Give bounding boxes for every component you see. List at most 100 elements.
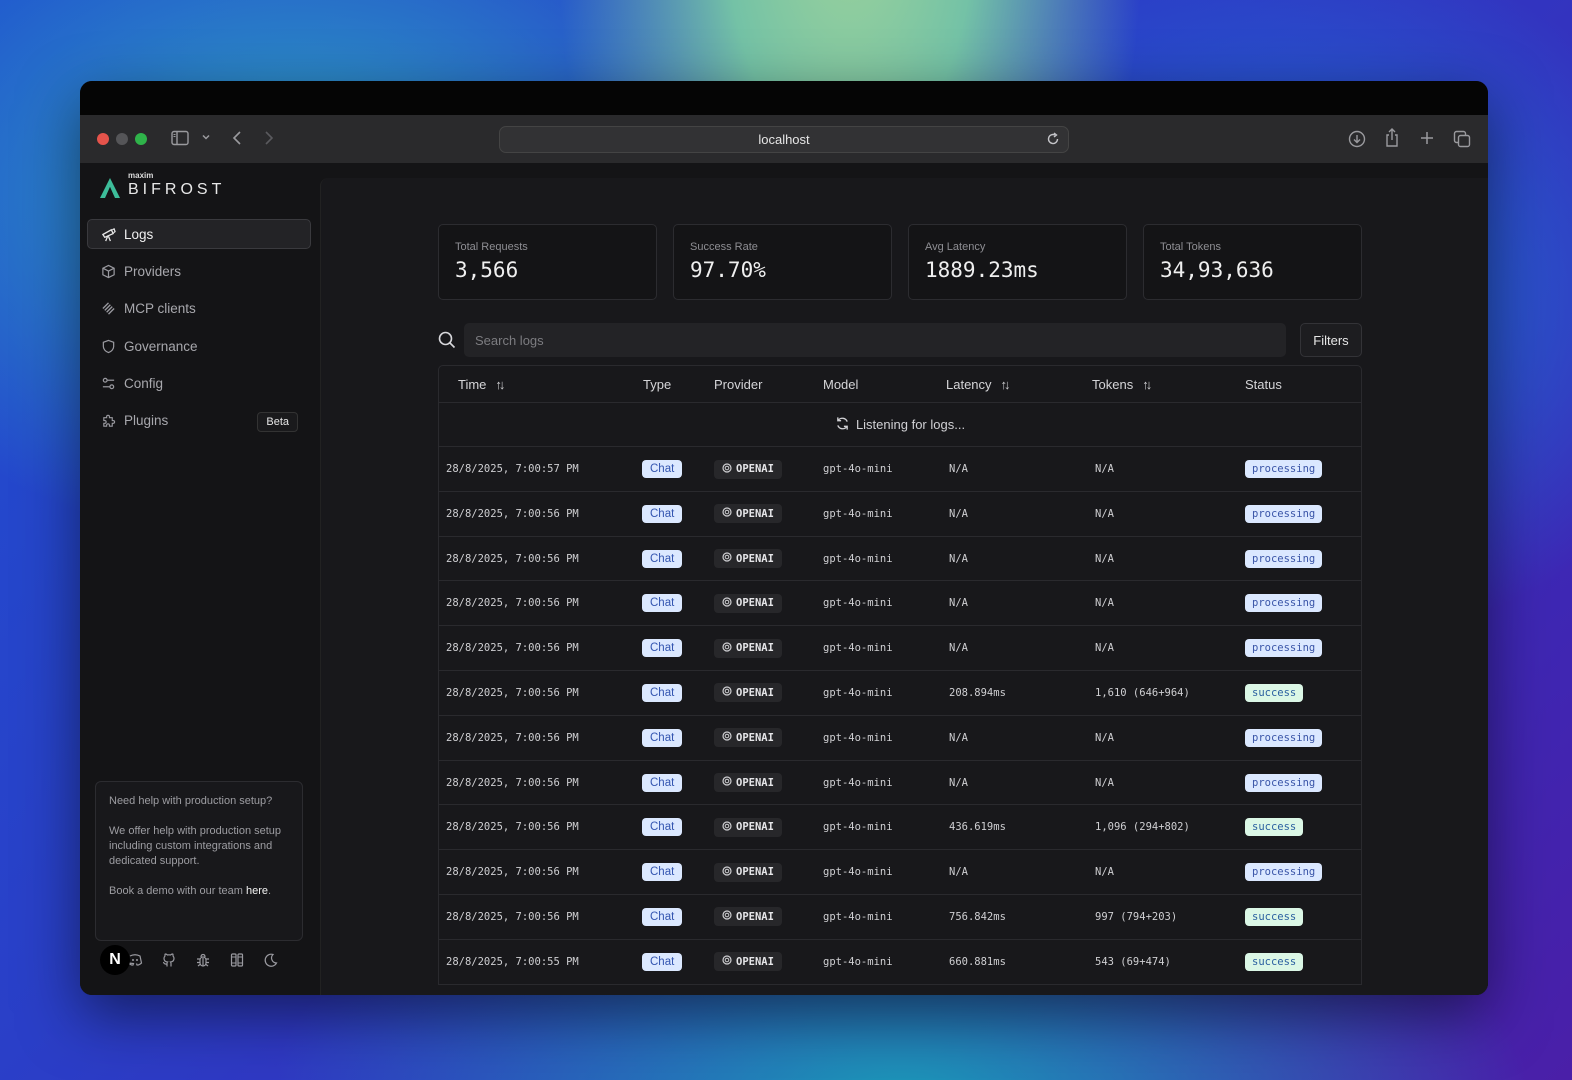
table-row[interactable]: 28/8/2025, 7:00:56 PM Chat OPENAI gpt-4o… — [439, 537, 1361, 582]
cell-status: processing — [1245, 537, 1323, 581]
sidebar-nav: Logs Providers MCP clients — [87, 219, 311, 443]
cell-type: Chat — [642, 447, 683, 491]
moon-icon[interactable] — [262, 951, 280, 969]
minimize-window-button[interactable] — [116, 133, 128, 145]
table-row[interactable]: 28/8/2025, 7:00:56 PM Chat OPENAI gpt-4o… — [439, 761, 1361, 806]
tabs-overview-icon[interactable] — [1453, 130, 1471, 151]
avatar[interactable]: N — [100, 945, 130, 975]
share-icon[interactable] — [1384, 128, 1400, 151]
table-row[interactable]: 28/8/2025, 7:00:56 PM Chat OPENAI gpt-4o… — [439, 716, 1361, 761]
latency-text: N/A — [949, 507, 968, 520]
cell-status: processing — [1245, 716, 1323, 760]
stat-value: 34,93,636 — [1160, 258, 1274, 282]
table-row[interactable]: 28/8/2025, 7:00:56 PM Chat OPENAI gpt-4o… — [439, 492, 1361, 537]
column-header-model: Model — [823, 377, 858, 392]
sidebar-toggle-icon[interactable] — [171, 130, 189, 149]
maximize-window-button[interactable] — [135, 133, 147, 145]
forward-icon[interactable] — [263, 130, 275, 149]
docs-icon[interactable] — [228, 951, 246, 969]
help-title: Need help with production setup? — [109, 795, 273, 807]
new-tab-icon[interactable] — [1419, 130, 1435, 149]
column-header-status: Status — [1245, 377, 1282, 392]
latency-text: 660.881ms — [949, 955, 1006, 968]
listening-indicator: Listening for logs... — [439, 403, 1361, 447]
sidebar-item-label: Providers — [124, 263, 182, 279]
cell-model: gpt-4o-mini — [823, 581, 893, 625]
provider-badge: OPENAI — [714, 638, 782, 658]
download-icon[interactable] — [1348, 130, 1366, 151]
sidebar: maxim BIFROST Logs Providers — [80, 163, 320, 995]
table-row[interactable]: 28/8/2025, 7:00:56 PM Chat OPENAI gpt-4o… — [439, 850, 1361, 895]
openai-icon — [722, 910, 732, 923]
cell-latency: 756.842ms — [949, 895, 1006, 939]
provider-text: OPENAI — [736, 463, 774, 475]
table-row[interactable]: 28/8/2025, 7:00:56 PM Chat OPENAI gpt-4o… — [439, 895, 1361, 940]
cell-provider: OPENAI — [714, 940, 782, 984]
table-body: 28/8/2025, 7:00:57 PM Chat OPENAI gpt-4o… — [439, 447, 1361, 985]
table-row[interactable]: 28/8/2025, 7:00:57 PM Chat OPENAI gpt-4o… — [439, 447, 1361, 492]
sidebar-item-mcp-clients[interactable]: MCP clients — [87, 294, 311, 324]
cell-status: processing — [1245, 761, 1323, 805]
tokens-text: 997 (794+203) — [1095, 910, 1178, 923]
provider-text: OPENAI — [736, 866, 774, 879]
time-text: 28/8/2025, 7:00:56 PM — [446, 597, 579, 610]
cell-type: Chat — [642, 537, 683, 581]
search-input[interactable] — [464, 323, 1286, 357]
time-text: 28/8/2025, 7:00:56 PM — [446, 686, 579, 699]
column-header-latency[interactable]: Latency ↑↓ — [946, 377, 1011, 392]
chevron-down-icon[interactable] — [201, 132, 211, 145]
cell-model: gpt-4o-mini — [823, 492, 893, 536]
provider-text: OPENAI — [736, 507, 774, 520]
openai-icon — [722, 821, 732, 834]
back-icon[interactable] — [231, 130, 243, 149]
table-row[interactable]: 28/8/2025, 7:00:56 PM Chat OPENAI gpt-4o… — [439, 671, 1361, 716]
sort-icon[interactable]: ↑↓ — [1142, 377, 1152, 392]
brand-sub: maxim — [128, 171, 154, 180]
tokens-text: N/A — [1095, 507, 1114, 520]
column-header-tokens[interactable]: Tokens ↑↓ — [1092, 377, 1152, 392]
bug-icon[interactable] — [194, 951, 212, 969]
brand-logo[interactable]: maxim BIFROST — [98, 171, 226, 199]
filters-button[interactable]: Filters — [1300, 323, 1362, 357]
sort-icon[interactable]: ↑↓ — [495, 377, 505, 392]
tokens-text: N/A — [1095, 463, 1114, 475]
address-bar[interactable]: localhost — [499, 126, 1069, 153]
tokens-text: N/A — [1095, 642, 1114, 655]
cell-tokens: N/A — [1095, 492, 1114, 536]
tokens-text: 1,610 (646+964) — [1095, 686, 1190, 699]
cell-time: 28/8/2025, 7:00:56 PM — [446, 537, 579, 581]
sort-icon[interactable]: ↑↓ — [1000, 377, 1011, 392]
model-text: gpt-4o-mini — [823, 776, 893, 789]
latency-text: N/A — [949, 463, 968, 475]
cell-time: 28/8/2025, 7:00:56 PM — [446, 761, 579, 805]
table-row[interactable]: 28/8/2025, 7:00:55 PM Chat OPENAI gpt-4o… — [439, 940, 1361, 985]
brand-name: BIFROST — [128, 181, 226, 198]
type-badge: Chat — [642, 549, 683, 568]
sidebar-item-config[interactable]: Config — [87, 369, 311, 399]
sidebar-item-governance[interactable]: Governance — [87, 331, 311, 361]
table-row[interactable]: 28/8/2025, 7:00:56 PM Chat OPENAI gpt-4o… — [439, 581, 1361, 627]
close-window-button[interactable] — [97, 133, 109, 145]
refresh-icon — [835, 416, 850, 434]
cell-status: success — [1245, 671, 1304, 715]
status-badge: success — [1245, 683, 1304, 702]
help-cta-suffix: . — [268, 885, 272, 897]
type-badge: Chat — [642, 460, 683, 478]
column-header-time[interactable]: Time ↑↓ — [458, 377, 505, 392]
model-text: gpt-4o-mini — [823, 463, 893, 475]
cell-latency: 660.881ms — [949, 940, 1006, 984]
type-badge: Chat — [642, 773, 683, 792]
sidebar-item-logs[interactable]: Logs — [87, 219, 311, 249]
table-row[interactable]: 28/8/2025, 7:00:56 PM Chat OPENAI gpt-4o… — [439, 805, 1361, 851]
reload-icon[interactable] — [1046, 132, 1060, 149]
status-badge: processing — [1245, 639, 1323, 658]
provider-badge: OPENAI — [714, 773, 782, 793]
sidebar-item-providers[interactable]: Providers — [87, 256, 311, 286]
github-icon[interactable] — [160, 951, 178, 969]
status-badge: processing — [1245, 549, 1323, 568]
cell-latency: N/A — [949, 716, 968, 760]
book-demo-link[interactable]: here — [245, 885, 268, 897]
sidebar-item-plugins[interactable]: Plugins Beta — [87, 406, 311, 436]
table-row[interactable]: 28/8/2025, 7:00:56 PM Chat OPENAI gpt-4o… — [439, 626, 1361, 671]
help-body: We offer help with production setup incl… — [109, 825, 282, 867]
